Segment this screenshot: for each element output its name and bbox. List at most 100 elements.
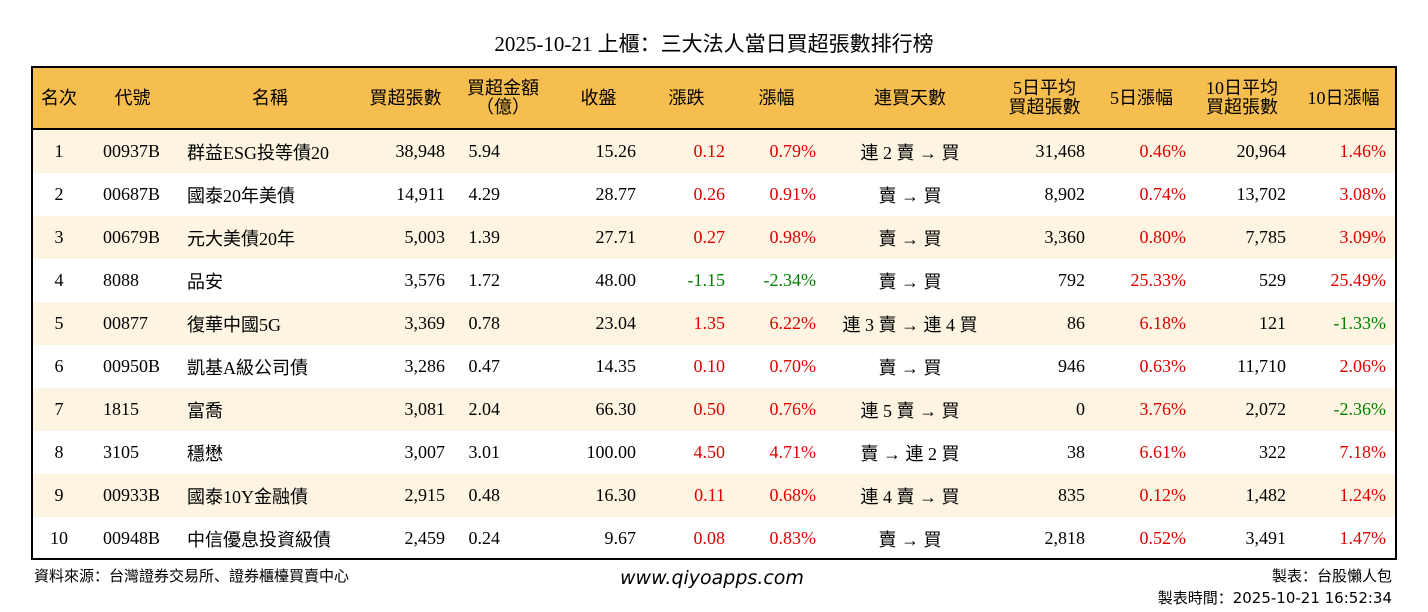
column-header: 漲跌 — [668, 87, 705, 108]
table-cell: 0.52% — [1139, 528, 1187, 548]
table-cell: 1,482 — [1245, 485, 1287, 505]
table-cell: 4.50 — [693, 442, 726, 462]
table-cell: 3,369 — [404, 313, 446, 333]
table-cell: 6.22% — [769, 313, 817, 333]
column-header: 漲幅 — [758, 87, 795, 108]
table-cell: 3,491 — [1245, 528, 1287, 548]
table-cell: 0 — [1076, 399, 1085, 419]
table-cell: 10 — [50, 528, 68, 548]
table-cell: 連 2 賣 → 買 — [860, 142, 960, 163]
table-cell: 1.39 — [468, 227, 501, 247]
column-header: 代號 — [114, 87, 151, 108]
table-cell: 5.94 — [468, 141, 501, 161]
website-link[interactable]: www.qiyoapps.com — [620, 567, 804, 589]
column-header: 10日漲幅 — [1307, 87, 1380, 108]
table-cell: 6.18% — [1139, 313, 1187, 333]
table-cell: 2 — [54, 184, 64, 204]
table-cell: -1.15 — [687, 270, 726, 290]
table-cell: 復華中國5G — [187, 314, 281, 335]
table-cell: 7.18% — [1339, 442, 1387, 462]
table-cell: 1.24% — [1339, 485, 1387, 505]
table-cell: 富喬 — [187, 400, 223, 421]
table-cell: 27.71 — [595, 227, 637, 247]
table-cell: 2,818 — [1044, 528, 1086, 548]
table-cell: 00933B — [103, 485, 161, 505]
table-cell: 6 — [54, 356, 64, 376]
table-cell: 25.33% — [1130, 270, 1187, 290]
table-cell: 00948B — [103, 528, 161, 548]
table-cell: 15.26 — [595, 141, 637, 161]
table-cell: 穩懋 — [187, 443, 223, 464]
table-cell: 20,964 — [1236, 141, 1287, 161]
table-cell: 4.71% — [769, 442, 817, 462]
table-cell: 6.61% — [1139, 442, 1187, 462]
table-cell: 9.67 — [604, 528, 637, 548]
table-cell: 3.76% — [1139, 399, 1187, 419]
table-cell: 3,286 — [404, 356, 446, 376]
generated-time: 製表時間：2025-10-21 16:52:34 — [1157, 589, 1392, 607]
table-cell: -2.34% — [763, 270, 817, 290]
table-cell: 品安 — [187, 271, 223, 292]
table-cell: 529 — [1259, 270, 1286, 290]
table-cell: 1.46% — [1339, 141, 1387, 161]
table-cell: 14,911 — [396, 184, 445, 204]
table-cell: 2,072 — [1245, 399, 1287, 419]
table-cell: 0.98% — [769, 227, 817, 247]
table-cell: 11,710 — [1237, 356, 1286, 376]
table-row: 9 00933B 國泰10Y金融債 2,915 0.48 16.30 0.11 0.68% 連 … — [33, 474, 1395, 517]
table-cell: 5 — [54, 313, 64, 333]
table-cell: 00937B — [103, 141, 161, 161]
table-cell: 946 — [1058, 356, 1085, 376]
table-row: 2 00687B 國泰20年美債 14,911 4.29 28.77 0.26 0.91% 賣 … — [33, 173, 1395, 216]
table-cell: 0.78 — [468, 313, 501, 333]
table-cell: 0.79% — [769, 141, 817, 161]
table-cell: 3.01 — [468, 442, 501, 462]
table-cell: 賣 → 買 — [878, 357, 942, 378]
table-cell: 1.35 — [693, 313, 726, 333]
table-cell: 連 5 賣 → 買 — [860, 400, 960, 421]
table-cell: 835 — [1058, 485, 1085, 505]
column-header: 連買天數 — [874, 87, 946, 108]
table-cell: 322 — [1259, 442, 1286, 462]
table-cell: 0.47 — [468, 356, 501, 376]
table-row: 10 00948B 中信優息投資級債 2,459 0.24 9.67 0.08 0.83% 賣 … — [33, 517, 1395, 560]
table-cell: 14.35 — [595, 356, 637, 376]
table-cell: 38,948 — [395, 141, 446, 161]
table-cell: 0.11 — [694, 485, 725, 505]
table-cell: 0.70% — [769, 356, 817, 376]
table-header: 名次 代號 名稱 買超張數 買超金額 （億） 收盤 漲跌 漲幅 連買天數 5日平均 買超張數 5日漲… — [33, 68, 1395, 129]
table-cell: 2,915 — [404, 485, 446, 505]
table-cell: 3,360 — [1044, 227, 1086, 247]
table-cell: 86 — [1067, 313, 1085, 333]
table-cell: 3,007 — [404, 442, 446, 462]
table-cell: 38 — [1067, 442, 1085, 462]
column-header: 買超金額 （億） — [467, 78, 539, 117]
table-cell: 00877 — [103, 313, 148, 333]
table-cell: 3 — [54, 227, 64, 247]
table-cell: 00950B — [103, 356, 161, 376]
table-cell: 66.30 — [595, 399, 637, 419]
table-row: 7 1815 富喬 3,081 2.04 66.30 0.50 0.76% 連 5 賣 → 買 0… — [33, 388, 1395, 431]
table-cell: 國泰20年美債 — [187, 185, 295, 206]
table-cell: 31,468 — [1035, 141, 1086, 161]
table-cell: 中信優息投資級債 — [187, 529, 331, 550]
table-cell: 2,459 — [404, 528, 446, 548]
table-cell: 3,576 — [404, 270, 446, 290]
table-cell: 賣 → 買 — [878, 529, 942, 550]
table-cell: -2.36% — [1333, 399, 1387, 419]
table-cell: 3.08% — [1339, 184, 1387, 204]
column-header: 名稱 — [252, 87, 288, 108]
column-header: 5日漲幅 — [1110, 87, 1173, 108]
column-header: 10日平均 買超張數 — [1206, 78, 1278, 117]
table-cell: 0.48 — [468, 485, 501, 505]
table-cell: 0.12 — [693, 141, 726, 161]
table-cell: 3105 — [103, 442, 139, 462]
table-cell: 23.04 — [595, 313, 637, 333]
author: 製表：台股懶人包 — [1271, 567, 1392, 585]
table-row: 3 00679B 元大美債20年 5,003 1.39 27.71 0.27 0.98% 賣 →… — [33, 216, 1395, 259]
table-cell: 賣 → 買 — [878, 185, 942, 206]
column-header: 收盤 — [580, 87, 617, 108]
table-cell: 00687B — [103, 184, 161, 204]
table-cell: 3,081 — [404, 399, 446, 419]
table-cell: 連 4 賣 → 買 — [860, 486, 960, 507]
